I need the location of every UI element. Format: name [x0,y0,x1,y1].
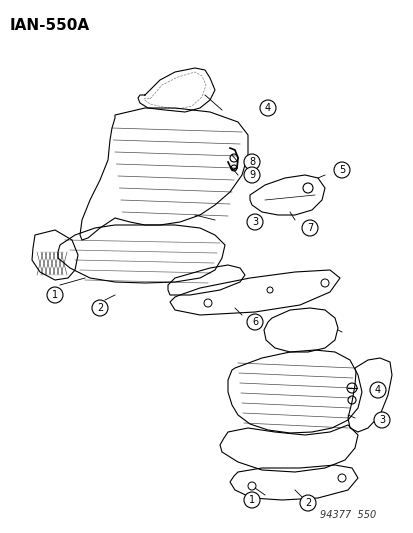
Circle shape [301,220,317,236]
Circle shape [369,382,385,398]
Circle shape [333,162,349,178]
Text: 94377  550: 94377 550 [319,510,375,520]
Text: 9: 9 [248,170,254,180]
Text: 1: 1 [52,290,58,300]
Circle shape [243,167,259,183]
Text: 4: 4 [264,103,271,113]
Circle shape [243,492,259,508]
Text: IAN-550A: IAN-550A [10,18,90,33]
Circle shape [247,314,262,330]
Text: 3: 3 [378,415,384,425]
Circle shape [92,300,108,316]
Circle shape [247,214,262,230]
Text: 5: 5 [338,165,344,175]
Circle shape [259,100,275,116]
Circle shape [47,287,63,303]
Text: 2: 2 [97,303,103,313]
Text: 6: 6 [252,317,257,327]
Text: 7: 7 [306,223,312,233]
Text: 2: 2 [304,498,311,508]
Circle shape [243,154,259,170]
Text: 3: 3 [252,217,257,227]
Text: 4: 4 [374,385,380,395]
Text: 1: 1 [248,495,254,505]
Circle shape [299,495,315,511]
Circle shape [373,412,389,428]
Text: 8: 8 [248,157,254,167]
